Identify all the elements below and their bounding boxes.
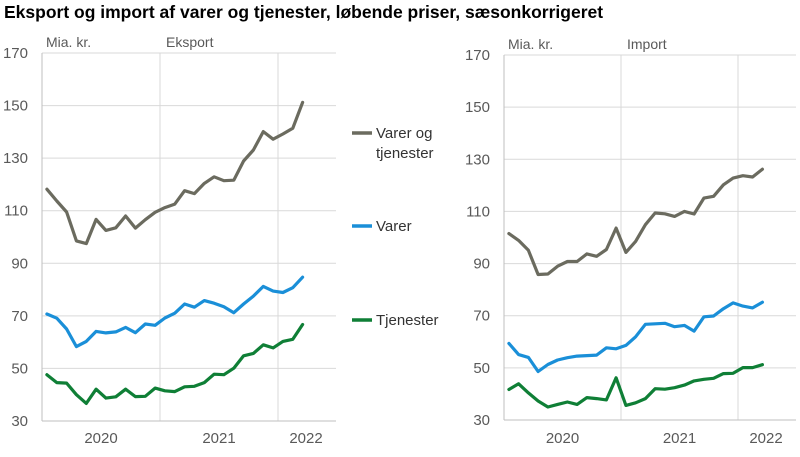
import-y-tick-label: 70 (473, 308, 490, 325)
import-x-tick-label: 2022 (749, 430, 782, 447)
import-y-tick-label: 170 (465, 47, 490, 64)
export-x-tick-label: 2021 (202, 430, 235, 447)
legend-label-varer: Varer (376, 218, 412, 235)
import-panel-title: Import (627, 36, 667, 52)
import-series-varer_og_tjenester (507, 167, 765, 277)
export-x-tick-label: 2020 (84, 430, 117, 447)
export-y-tick-label: 110 (4, 203, 28, 220)
chart-title: Eksport og import af varer og tjenester,… (4, 2, 604, 22)
import-y-tick-label: 110 (466, 203, 490, 220)
import-series-varer (507, 300, 765, 374)
export-x-tick-label: 2022 (289, 430, 322, 447)
import-x-tick-label: 2021 (663, 430, 696, 447)
import-series-tjenester (507, 363, 765, 409)
import-x-tick-label: 2020 (546, 430, 579, 447)
import-y-tick-label: 150 (465, 99, 490, 116)
export-panel-title: Eksport (166, 34, 214, 50)
import-y-tick-label: 130 (465, 151, 490, 168)
import-y-tick-label: 50 (473, 360, 490, 377)
import-unit-label: Mia. kr. (508, 36, 553, 52)
import-y-tick-label: 30 (473, 412, 490, 429)
legend-label-tjenester: Tjenester (376, 312, 439, 329)
export-y-tick-label: 150 (3, 98, 28, 115)
export-y-tick-label: 50 (11, 360, 28, 377)
import-y-tick-label: 90 (473, 256, 490, 273)
legend-label-varer_og_tjenester: tjenester (376, 145, 434, 162)
export-y-tick-label: 90 (11, 255, 28, 272)
export-series-varer_og_tjenester (45, 100, 305, 246)
export-y-tick-label: 130 (3, 150, 28, 167)
export-series-tjenester (45, 322, 305, 405)
legend-label-varer_og_tjenester: Varer og (376, 125, 432, 142)
export-y-tick-label: 30 (11, 413, 28, 430)
export-y-tick-label: 170 (3, 45, 28, 62)
export-unit-label: Mia. kr. (46, 34, 91, 50)
export-y-tick-label: 70 (11, 308, 28, 325)
export-series-varer (45, 275, 305, 349)
